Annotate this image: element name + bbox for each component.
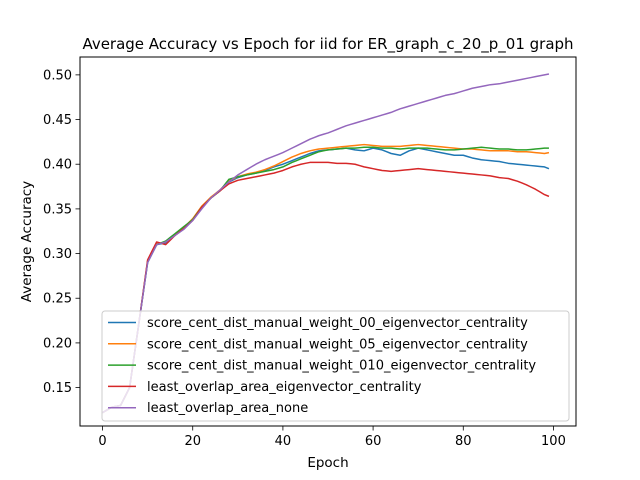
legend-label-2: score_cent_dist_manual_weight_05_eigenve… <box>147 337 528 352</box>
y-axis-label: Average Accuracy <box>19 181 35 302</box>
x-tick-label: 40 <box>275 434 292 449</box>
y-tick-label: 0.45 <box>43 113 72 128</box>
x-tick-label: 20 <box>184 434 201 449</box>
x-axis-ticks: 0 20 40 60 80 100 <box>98 426 566 449</box>
y-axis-ticks: 0.15 0.20 0.25 0.30 0.35 0.40 0.45 0.50 <box>43 68 80 396</box>
x-tick-label: 100 <box>541 434 566 449</box>
y-tick-label: 0.40 <box>43 158 72 173</box>
legend-box <box>101 310 570 422</box>
legend-label-1: score_cent_dist_manual_weight_00_eigenve… <box>147 316 528 331</box>
y-tick-label: 0.20 <box>43 336 72 351</box>
series-layer <box>102 73 550 414</box>
legend-label-4: least_overlap_area_eigenvector_centralit… <box>147 380 422 395</box>
chart-title: Average Accuracy vs Epoch for iid for ER… <box>82 35 573 54</box>
series-line-5 <box>102 73 550 414</box>
legend-label-5: least_overlap_area_none <box>147 401 308 416</box>
x-tick-label: 80 <box>455 434 472 449</box>
plot-area-frame <box>79 56 577 427</box>
series-line-3 <box>102 146 549 414</box>
y-tick-label: 0.35 <box>43 202 72 217</box>
x-tick-label: 0 <box>98 434 106 449</box>
x-tick-label: 60 <box>365 434 382 449</box>
y-tick-label: 0.50 <box>43 68 72 83</box>
legend-entries: score_cent_dist_manual_weight_00_eigenve… <box>108 316 536 416</box>
x-axis-label: Epoch <box>307 455 348 471</box>
y-tick-label: 0.30 <box>43 247 72 262</box>
y-tick-label: 0.25 <box>43 292 72 307</box>
y-tick-label: 0.15 <box>43 381 72 396</box>
legend: score_cent_dist_manual_weight_00_eigenve… <box>101 310 570 422</box>
legend-label-3: score_cent_dist_manual_weight_010_eigenv… <box>147 359 536 374</box>
